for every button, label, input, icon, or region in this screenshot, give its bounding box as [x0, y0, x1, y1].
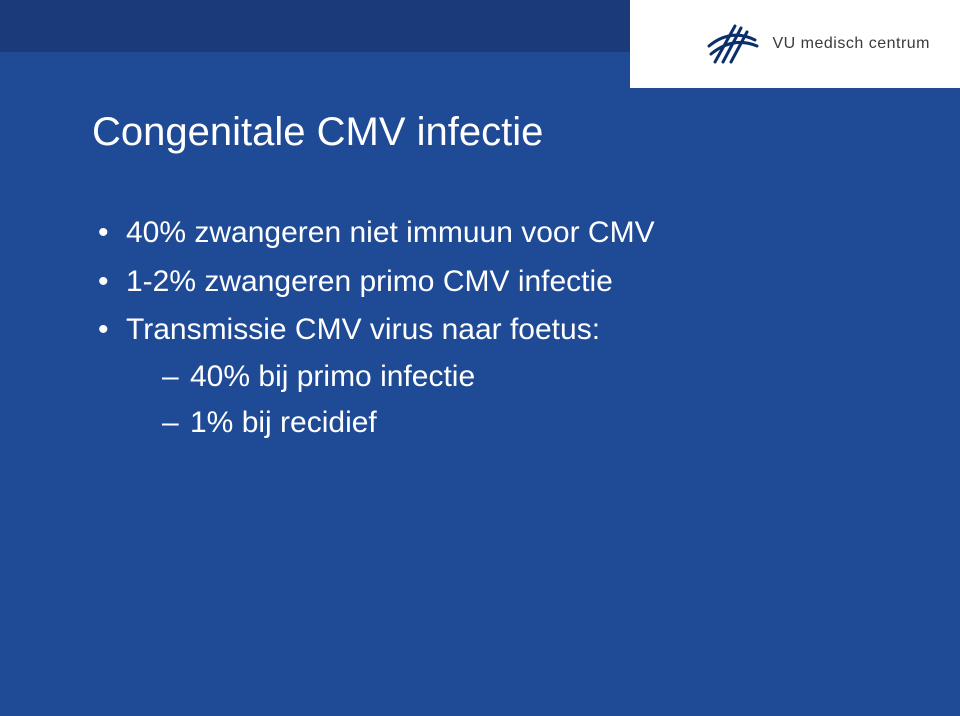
sub-bullet-item: 40% bij primo infectie — [162, 357, 900, 398]
slide: VU medisch centrum Congenitale CMV infec… — [0, 0, 960, 716]
bullet-item: 40% zwangeren niet immuun voor CMV — [98, 213, 900, 254]
logo-mark-icon — [705, 16, 761, 72]
bullet-text: 1-2% zwangeren primo CMV infectie — [126, 265, 613, 298]
logo-area: VU medisch centrum — [630, 0, 960, 88]
bullet-list: 40% zwangeren niet immuun voor CMV 1-2% … — [92, 213, 900, 444]
bullet-item: 1-2% zwangeren primo CMV infectie — [98, 262, 900, 303]
slide-title: Congenitale CMV infectie — [92, 110, 900, 155]
slide-content: Congenitale CMV infectie 40% zwangeren n… — [92, 110, 900, 452]
logo: VU medisch centrum — [705, 16, 931, 72]
sub-bullet-list: 40% bij primo infectie 1% bij recidief — [126, 357, 900, 444]
bullet-item: Transmissie CMV virus naar foetus: 40% b… — [98, 310, 900, 444]
sub-bullet-text: 40% bij primo infectie — [190, 360, 475, 393]
logo-text: VU medisch centrum — [773, 35, 931, 53]
bullet-text: 40% zwangeren niet immuun voor CMV — [126, 216, 655, 249]
sub-bullet-item: 1% bij recidief — [162, 403, 900, 444]
bullet-text: Transmissie CMV virus naar foetus: — [126, 313, 600, 346]
sub-bullet-text: 1% bij recidief — [190, 406, 377, 439]
header-bar — [0, 0, 630, 52]
